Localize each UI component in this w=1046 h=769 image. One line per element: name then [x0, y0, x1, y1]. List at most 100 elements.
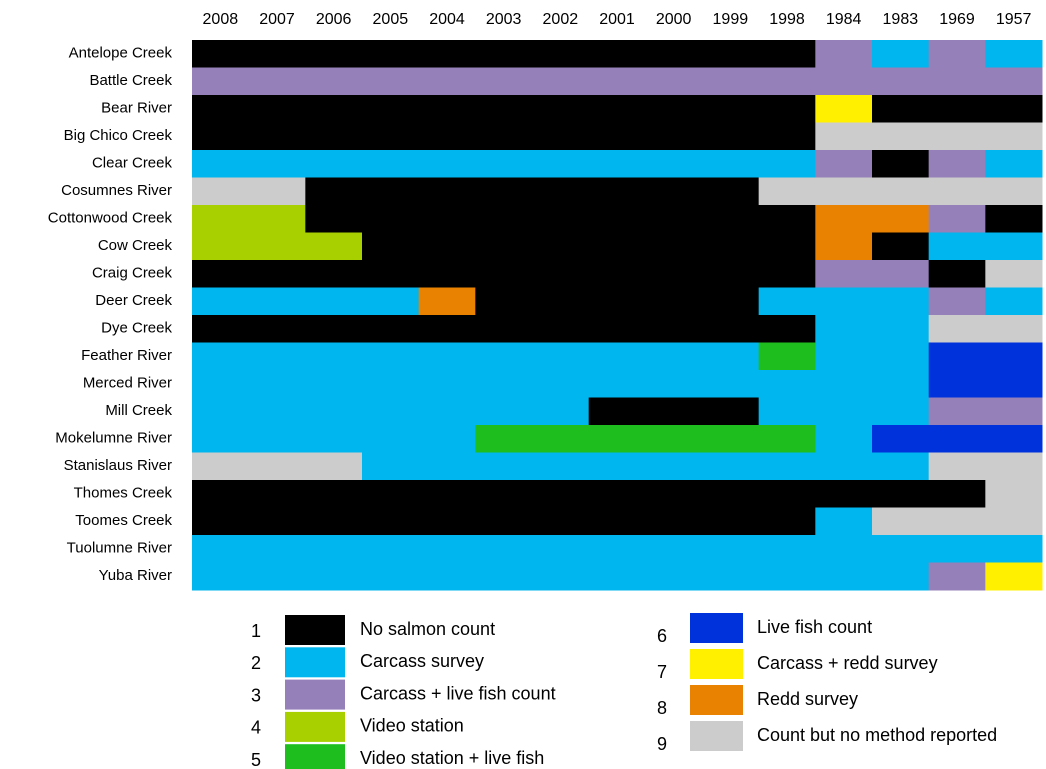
cell	[702, 452, 760, 481]
cell	[532, 397, 590, 426]
cell	[928, 260, 986, 288]
cell	[815, 40, 873, 68]
cell	[588, 67, 646, 96]
cell	[702, 287, 760, 316]
cell	[702, 480, 760, 508]
cell	[928, 122, 986, 151]
cell	[645, 95, 703, 123]
legend-label: Video station + live fish	[360, 748, 544, 768]
cell	[645, 397, 703, 426]
cell	[248, 287, 306, 316]
cell	[872, 95, 930, 123]
cell	[418, 315, 476, 343]
cell	[475, 177, 533, 206]
cell	[872, 122, 930, 151]
cell	[362, 425, 420, 453]
cell	[532, 535, 590, 563]
cell	[588, 480, 646, 508]
cell	[645, 562, 703, 591]
legend-label: Carcass + redd survey	[757, 653, 938, 673]
cell	[532, 95, 590, 123]
legend-label: Carcass + live fish count	[360, 683, 556, 703]
row-label: Feather River	[81, 347, 172, 364]
cell	[532, 287, 590, 316]
cell	[248, 535, 306, 563]
cell	[815, 452, 873, 481]
cell	[645, 40, 703, 68]
cell	[758, 562, 816, 591]
cell	[362, 150, 420, 178]
cell	[362, 452, 420, 481]
legend-swatch	[285, 647, 345, 678]
cell	[532, 507, 590, 536]
cell	[758, 67, 816, 96]
cell	[192, 177, 250, 206]
cell	[248, 232, 306, 261]
cell	[928, 205, 986, 233]
cell	[872, 260, 930, 288]
legend-swatch	[690, 685, 743, 715]
cell	[362, 397, 420, 426]
cell	[758, 95, 816, 123]
cell	[758, 177, 816, 206]
cell	[928, 150, 986, 178]
cell	[418, 150, 476, 178]
column-label: 1999	[713, 11, 749, 28]
row-label: Craig Creek	[92, 265, 173, 282]
cell	[985, 287, 1043, 316]
cell	[815, 287, 873, 316]
row-label: Big Chico Creek	[64, 127, 173, 144]
cell	[928, 507, 986, 536]
legend-swatch	[285, 744, 345, 769]
cell	[248, 260, 306, 288]
cell	[985, 122, 1043, 151]
column-label: 2003	[486, 11, 522, 28]
cell	[815, 562, 873, 591]
cell	[702, 177, 760, 206]
cell	[588, 315, 646, 343]
cell	[418, 342, 476, 371]
cell	[305, 507, 363, 536]
cell	[192, 122, 250, 151]
cell	[532, 425, 590, 453]
cell	[305, 150, 363, 178]
cell	[532, 150, 590, 178]
cell	[985, 562, 1043, 591]
cell	[758, 150, 816, 178]
cell	[588, 40, 646, 68]
cell	[985, 40, 1043, 68]
cell	[362, 370, 420, 398]
row-label: Yuba River	[99, 567, 172, 584]
cell	[362, 95, 420, 123]
cell	[815, 67, 873, 96]
cell	[588, 95, 646, 123]
cell	[928, 425, 986, 453]
cell	[588, 342, 646, 371]
cell	[588, 562, 646, 591]
cell	[645, 370, 703, 398]
cell	[928, 397, 986, 426]
cell	[362, 40, 420, 68]
cell	[362, 480, 420, 508]
cell	[985, 370, 1043, 398]
cell	[248, 480, 306, 508]
cell	[702, 205, 760, 233]
cell	[985, 480, 1043, 508]
cell	[532, 122, 590, 151]
legend-label: Live fish count	[757, 617, 872, 637]
cell	[815, 232, 873, 261]
cell	[475, 370, 533, 398]
cell	[305, 342, 363, 371]
cell	[362, 205, 420, 233]
cell	[418, 40, 476, 68]
cell	[872, 67, 930, 96]
row-label: Dye Creek	[101, 320, 172, 337]
cell	[872, 232, 930, 261]
cell	[475, 425, 533, 453]
cell	[928, 342, 986, 371]
cell	[928, 452, 986, 481]
cell	[532, 232, 590, 261]
cell	[815, 260, 873, 288]
cell	[192, 287, 250, 316]
cell	[305, 205, 363, 233]
